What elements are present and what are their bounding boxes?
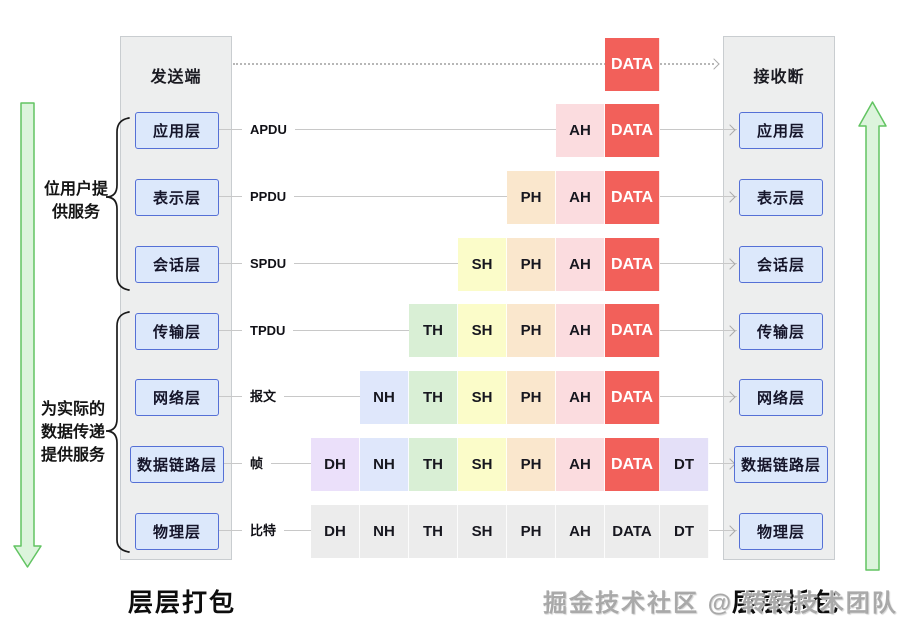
- cell-sh: SH: [458, 371, 507, 424]
- cell-ph: PH: [507, 505, 556, 558]
- pdu-label: PPDU: [242, 188, 295, 206]
- annotation-line: 提供服务: [40, 447, 105, 464]
- layer-connector-line: [219, 129, 737, 130]
- layer-box-right: 传输层: [739, 313, 823, 350]
- cell-dh: DH: [311, 505, 360, 558]
- cell-ah: AH: [556, 304, 605, 357]
- layer-connector-line: [219, 196, 737, 197]
- cell-ah: AH: [556, 104, 605, 157]
- pdu-label: SPDU: [242, 255, 295, 273]
- cell-ph: PH: [507, 238, 556, 291]
- layer-box-right: 会话层: [739, 246, 823, 283]
- annotation-line: 位用户提: [43, 181, 108, 198]
- cell-th: TH: [409, 505, 458, 558]
- sender-title: 发送端: [150, 69, 202, 86]
- cell-nh: NH: [360, 505, 409, 558]
- pdu-label: 帧: [242, 455, 272, 473]
- cell-dt: DT: [660, 438, 709, 491]
- layer-box-right: 应用层: [739, 112, 823, 149]
- cell-ah: AH: [556, 438, 605, 491]
- pdu-label: APDU: [242, 121, 295, 139]
- annotation-line: 为实际的: [40, 401, 105, 418]
- cell-ph: PH: [507, 304, 556, 357]
- annotation-user-services: 位用户提 供服务: [16, 178, 136, 224]
- layer-box-left: 应用层: [135, 112, 219, 149]
- cell-dt: DT: [660, 505, 709, 558]
- down-arrow-icon: [13, 102, 42, 568]
- cell-sh: SH: [458, 438, 507, 491]
- cell-ah: AH: [556, 238, 605, 291]
- cell-data: DATA: [605, 238, 660, 291]
- pdu-label: TPDU: [242, 322, 294, 340]
- cell-ah: AH: [556, 371, 605, 424]
- cell-nh: NH: [360, 371, 409, 424]
- cell-data: DATA: [605, 505, 660, 558]
- cell-data: DATA: [605, 438, 660, 491]
- annotation-data-transfer-services: 为实际的 数据传递 提供服务: [13, 398, 133, 467]
- layer-box-right: 数据链路层: [734, 446, 828, 483]
- cell-nh: NH: [360, 438, 409, 491]
- layer-box-left: 表示层: [135, 179, 219, 216]
- cell-dh: DH: [311, 438, 360, 491]
- layer-box-left: 物理层: [135, 513, 219, 550]
- layer-box-left: 传输层: [135, 313, 219, 350]
- cell-th: TH: [409, 371, 458, 424]
- cell-th: TH: [409, 438, 458, 491]
- annotation-line: 供服务: [51, 204, 100, 221]
- layer-box-right: 物理层: [739, 513, 823, 550]
- layer-box-right: 表示层: [739, 179, 823, 216]
- layer-box-right: 网络层: [739, 379, 823, 416]
- receiver-title: 接收断: [753, 69, 805, 86]
- up-arrow-icon: [858, 101, 887, 571]
- cell-sh: SH: [458, 238, 507, 291]
- watermark-text: 掘金技术社区 @ 转转技术团队: [543, 590, 898, 617]
- pdu-label: 报文: [242, 388, 285, 406]
- cell-ph: PH: [507, 371, 556, 424]
- cell-sh: SH: [458, 304, 507, 357]
- cell-data: DATA: [605, 104, 660, 157]
- cell-ah: AH: [556, 171, 605, 224]
- cell-data: DATA: [605, 371, 660, 424]
- cell-data: DATA: [605, 304, 660, 357]
- cell-ah: AH: [556, 505, 605, 558]
- cell-th: TH: [409, 304, 458, 357]
- cell-data: DATA: [605, 171, 660, 224]
- pdu-label: 比特: [242, 522, 285, 540]
- dotted-arrow-head-icon: [708, 58, 720, 70]
- layer-box-left: 网络层: [135, 379, 219, 416]
- cell-ph: PH: [507, 171, 556, 224]
- sender-to-receiver-dotted-line: [233, 63, 714, 65]
- cell-ph: PH: [507, 438, 556, 491]
- annotation-line: 数据传递: [40, 424, 105, 441]
- caption-pack-layers: 层层打包: [128, 589, 237, 617]
- layer-box-left: 数据链路层: [130, 446, 224, 483]
- cell-sh: SH: [458, 505, 507, 558]
- cell-data: DATA: [605, 38, 660, 91]
- caption-unpack-layers: 层层拆包: [732, 589, 841, 617]
- layer-box-left: 会话层: [135, 246, 219, 283]
